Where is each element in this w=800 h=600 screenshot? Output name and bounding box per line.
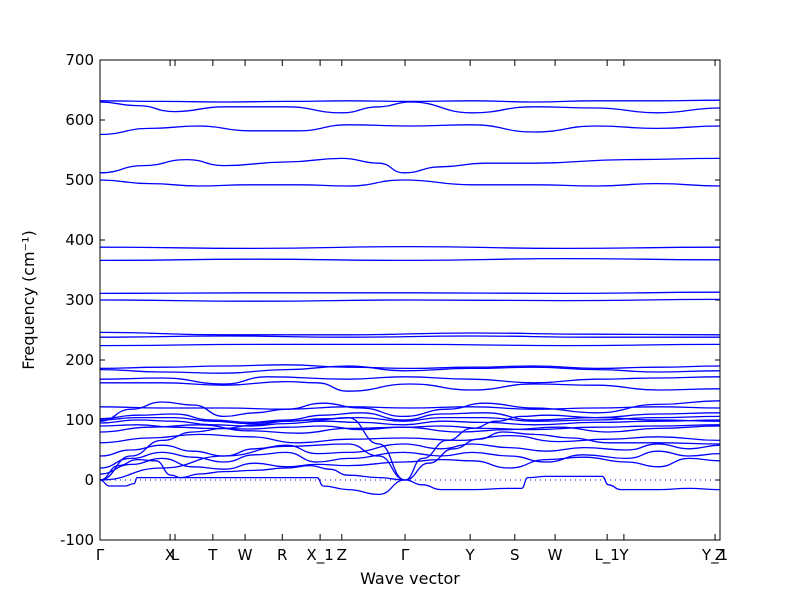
y-tick-label: 0 <box>84 471 94 489</box>
x-tick-label: Γ <box>96 546 105 564</box>
y-tick-label: 700 <box>65 51 94 69</box>
y-axis-label: Frequency (cm⁻¹) <box>19 230 38 369</box>
plot-frame <box>99 59 721 541</box>
band-line <box>100 458 406 481</box>
y-tick-label: -100 <box>60 531 94 549</box>
band-line <box>100 364 720 370</box>
y-tick-label: 100 <box>65 411 94 429</box>
band-line <box>100 331 720 336</box>
band-line <box>100 365 720 374</box>
x-axis-label: Wave vector <box>360 569 460 588</box>
y-tick-label: 400 <box>65 231 94 249</box>
x-tick-label: Z <box>715 546 725 564</box>
band-line <box>100 179 720 187</box>
band-line <box>100 335 720 338</box>
band-line <box>404 414 720 481</box>
y-tick-label: 600 <box>65 111 94 129</box>
x-tick-label: L <box>171 546 180 564</box>
x-tick-label: L_1 <box>594 546 619 565</box>
band-line <box>100 456 720 475</box>
band-line <box>100 380 720 392</box>
band-line <box>100 419 720 427</box>
band-line <box>100 298 720 302</box>
x-tick-label: Y_1 <box>701 546 728 565</box>
y-tick-label: 300 <box>65 291 94 309</box>
band-line <box>100 245 720 250</box>
band-line <box>100 376 720 385</box>
x-tick-label: R <box>277 546 287 564</box>
y-tick-label: 200 <box>65 351 94 369</box>
band-line <box>100 101 720 114</box>
band-line <box>100 343 720 347</box>
band-line <box>100 257 720 262</box>
x-tick-label: X <box>165 546 175 564</box>
band-line <box>100 443 720 457</box>
band-line <box>100 124 720 136</box>
band-line <box>100 416 406 481</box>
band-line <box>100 157 720 174</box>
band-line <box>100 424 720 434</box>
band-line <box>100 291 720 295</box>
band-line <box>100 400 720 422</box>
band-line <box>100 424 720 431</box>
band-line <box>404 431 720 481</box>
x-tick-label: Z <box>337 546 347 564</box>
band-line <box>100 476 406 496</box>
y-tick-label: 500 <box>65 171 94 189</box>
band-lines <box>100 99 720 496</box>
x-tick-label: W <box>548 546 563 564</box>
band-line <box>100 450 720 469</box>
y-axis-ticks: -100 0 100 200 300 400 500 600 700 <box>60 51 720 549</box>
x-tick-label: Y <box>618 546 629 564</box>
x-tick-label: Γ <box>401 546 410 564</box>
x-tick-label: X_1 <box>306 546 333 565</box>
band-line <box>100 443 406 481</box>
x-tick-label: T <box>207 546 218 564</box>
x-tick-label: Y <box>465 546 476 564</box>
x-tick-label: W <box>238 546 253 564</box>
band-line <box>100 415 720 425</box>
band-line <box>404 475 720 491</box>
band-line <box>100 433 720 444</box>
x-tick-label: S <box>510 546 520 564</box>
